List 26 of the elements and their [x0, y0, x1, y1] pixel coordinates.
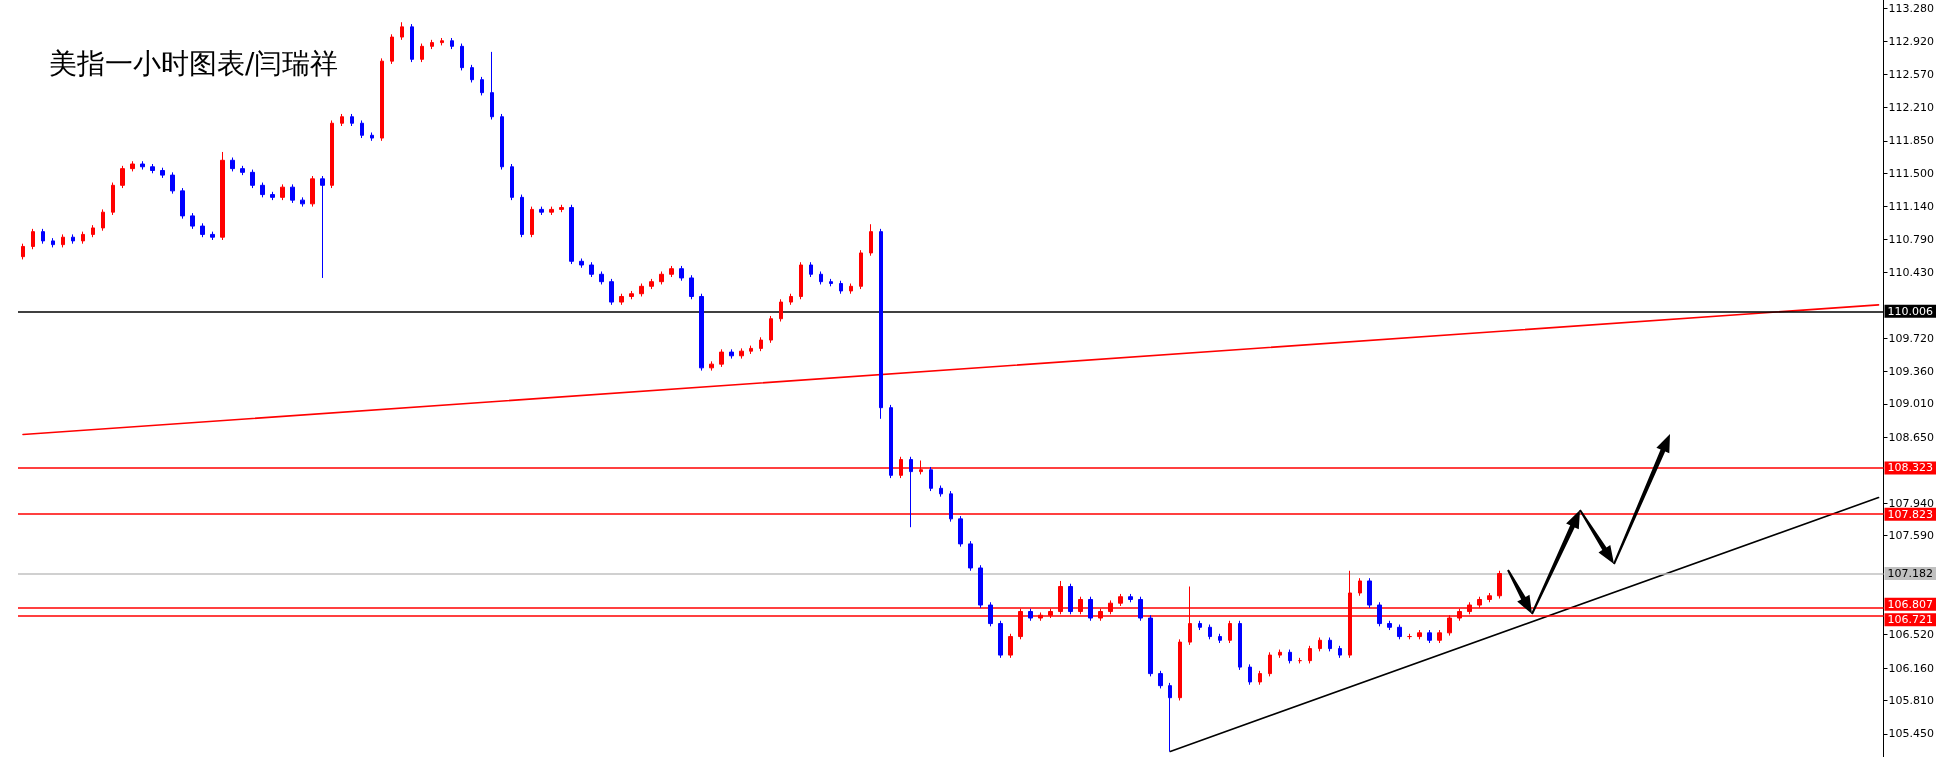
ref-line-label: 107.182 — [1887, 567, 1934, 581]
y-tick-label: 107.940 — [1888, 496, 1935, 510]
y-tick-label: 110.790 — [1888, 232, 1935, 246]
y-tick-label: 113.280 — [1888, 1, 1935, 15]
y-tick-label: 112.570 — [1888, 67, 1935, 81]
y-tick-label: 106.160 — [1888, 661, 1935, 675]
ref-line-label: 108.323 — [1887, 461, 1934, 475]
ref-line-label: 106.807 — [1887, 597, 1934, 611]
y-tick-label: 111.850 — [1888, 134, 1935, 148]
y-tick-label: 109.010 — [1888, 397, 1935, 411]
y-tick-label: 105.810 — [1888, 693, 1935, 707]
y-tick-label: 111.500 — [1888, 166, 1935, 180]
ref-line-label: 110.006 — [1887, 304, 1934, 318]
y-tick-label: 106.520 — [1888, 628, 1935, 642]
ref-line-label: 106.721 — [1887, 613, 1934, 627]
y-tick-label: 107.590 — [1888, 529, 1935, 543]
y-tick-label: 112.920 — [1888, 35, 1935, 49]
y-tick-label: 108.650 — [1888, 430, 1935, 444]
ref-line-label: 107.823 — [1887, 507, 1934, 521]
y-tick-label: 112.210 — [1888, 100, 1935, 114]
y-tick-label: 105.450 — [1888, 727, 1935, 741]
y-tick-label: 109.720 — [1888, 331, 1935, 345]
y-tick-label: 109.360 — [1888, 365, 1935, 379]
text: 美指一小时图表/闫瑞祥 — [49, 46, 339, 80]
y-tick-label: 110.430 — [1888, 265, 1935, 279]
y-tick-label: 111.140 — [1888, 200, 1935, 214]
